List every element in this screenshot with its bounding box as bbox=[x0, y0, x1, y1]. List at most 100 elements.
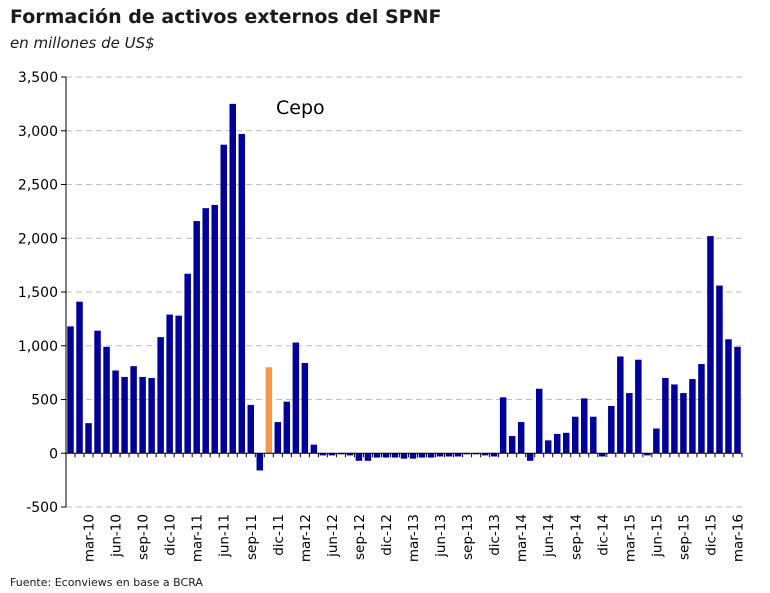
bar bbox=[139, 376, 146, 454]
y-tick-label: 1,000 bbox=[18, 339, 58, 355]
bar bbox=[734, 346, 741, 454]
bar bbox=[319, 453, 327, 456]
bar bbox=[130, 366, 137, 454]
bar bbox=[256, 453, 264, 471]
y-tick-label: 0 bbox=[49, 446, 58, 462]
y-tick-label: 2,000 bbox=[18, 231, 58, 247]
bar bbox=[373, 453, 381, 458]
bar bbox=[112, 370, 119, 454]
bar bbox=[517, 422, 525, 454]
x-tick-label: sep-15 bbox=[676, 514, 692, 560]
x-tick-label: dic-14 bbox=[595, 514, 611, 556]
x-tick-label: jun-14 bbox=[541, 514, 557, 558]
bar bbox=[671, 384, 678, 454]
bar bbox=[725, 339, 732, 454]
bar bbox=[499, 397, 507, 454]
x-tick-label: sep-13 bbox=[460, 514, 476, 560]
bar bbox=[310, 444, 318, 454]
y-tick-label: 500 bbox=[31, 393, 58, 409]
bar bbox=[590, 416, 597, 454]
x-tick-label: mar-14 bbox=[514, 514, 530, 562]
y-tick-label: -500 bbox=[26, 500, 58, 516]
bar bbox=[247, 404, 255, 454]
bar bbox=[346, 453, 354, 456]
bar bbox=[220, 144, 227, 454]
x-tick-label: mar-13 bbox=[406, 514, 422, 562]
bar bbox=[166, 314, 173, 454]
bar bbox=[544, 440, 552, 454]
x-tick-label: jun-12 bbox=[325, 514, 341, 558]
bar bbox=[364, 453, 372, 461]
bar bbox=[202, 208, 209, 454]
x-tick-label: dic-15 bbox=[703, 514, 719, 556]
bar bbox=[680, 393, 687, 454]
x-tick-label: jun-13 bbox=[433, 514, 449, 558]
x-tick-label: jun-10 bbox=[109, 514, 125, 558]
bar bbox=[599, 453, 606, 457]
bar bbox=[184, 273, 191, 454]
x-tick-label: dic-11 bbox=[271, 514, 287, 556]
bar bbox=[707, 236, 714, 454]
bar bbox=[445, 453, 453, 457]
bar bbox=[400, 453, 408, 459]
bar bbox=[418, 453, 426, 458]
bar bbox=[292, 342, 300, 454]
bar bbox=[572, 416, 579, 454]
bar bbox=[635, 359, 642, 454]
bar bbox=[698, 364, 705, 454]
y-tick-label: 3,500 bbox=[18, 70, 58, 86]
bar bbox=[229, 103, 236, 454]
bar bbox=[94, 330, 101, 454]
x-tick-label: mar-12 bbox=[298, 514, 314, 562]
bar bbox=[391, 453, 399, 458]
x-tick-label: dic-12 bbox=[379, 514, 395, 556]
bar bbox=[581, 398, 588, 454]
bar bbox=[436, 453, 444, 457]
bar bbox=[563, 432, 570, 454]
bar bbox=[608, 405, 615, 454]
bar bbox=[644, 453, 651, 456]
x-tick-label: sep-11 bbox=[244, 514, 260, 560]
bar bbox=[157, 337, 164, 454]
bar bbox=[427, 453, 435, 458]
bar bbox=[481, 453, 489, 456]
x-tick-label: mar-16 bbox=[730, 514, 746, 562]
bar-highlight bbox=[265, 367, 273, 454]
bar bbox=[490, 453, 498, 457]
bar bbox=[553, 433, 561, 454]
bar bbox=[175, 315, 182, 454]
x-tick-label: jun-15 bbox=[649, 514, 665, 558]
bar bbox=[274, 422, 282, 454]
bar bbox=[662, 378, 669, 454]
bar bbox=[454, 453, 462, 457]
tick-labels: -500 0 500 1,000 1,500 2,000 2,500 3,000 3,500 ma… bbox=[18, 70, 747, 562]
bar bbox=[617, 356, 624, 454]
bar bbox=[121, 376, 128, 454]
bar bbox=[328, 453, 336, 456]
bar bbox=[148, 378, 155, 454]
bar bbox=[508, 436, 516, 454]
bar bbox=[626, 393, 633, 454]
x-tick-label: mar-10 bbox=[82, 514, 98, 562]
x-tick-label: dic-10 bbox=[163, 514, 179, 556]
x-tick-label: mar-15 bbox=[622, 514, 638, 562]
chart-title: Formación de activos externos del SPNF bbox=[10, 6, 442, 28]
bar bbox=[67, 326, 74, 454]
bar bbox=[283, 401, 291, 454]
bar bbox=[409, 453, 417, 459]
bar bbox=[382, 453, 390, 458]
bar bbox=[355, 453, 363, 461]
bar bbox=[526, 453, 534, 461]
cepo-annotation: Cepo bbox=[276, 97, 325, 119]
bars bbox=[67, 103, 741, 471]
bar bbox=[689, 379, 696, 454]
bar bbox=[463, 453, 471, 455]
bar bbox=[535, 388, 543, 454]
x-tick-label: sep-10 bbox=[136, 514, 152, 560]
bar bbox=[337, 453, 345, 455]
bar bbox=[211, 204, 218, 454]
x-tick-label: sep-14 bbox=[568, 514, 584, 560]
chart-subtitle: en millones de US$ bbox=[10, 34, 155, 52]
y-tick-label: 1,500 bbox=[18, 285, 58, 301]
